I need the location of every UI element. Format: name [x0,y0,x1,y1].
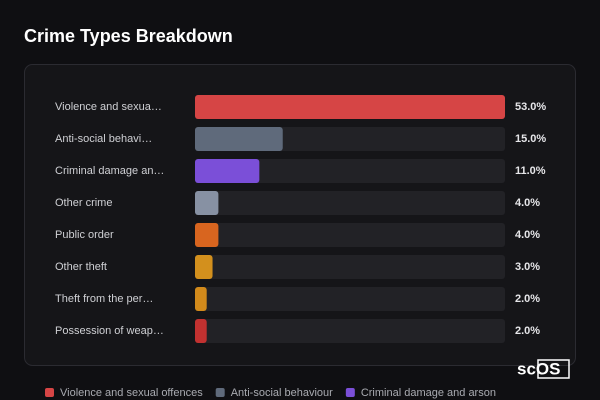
category-label: Other theft [55,261,107,273]
value-label: 53.0% [515,101,546,113]
category-label: Other crime [55,197,112,209]
legend-label: Anti-social behaviour [231,387,333,399]
value-label: 4.0% [515,229,540,241]
value-label: 4.0% [515,197,540,209]
watermark-text: scOS [517,359,560,378]
bar-track [195,319,505,343]
bar-track [195,159,505,183]
value-label: 11.0% [515,165,546,177]
legend-swatch [215,388,225,397]
legend-swatch [345,388,355,397]
chart-title: Crime Types Breakdown [24,26,233,46]
bar-track [195,287,505,311]
bar [195,159,260,183]
category-label: Theft from the per… [55,293,153,305]
bar [195,223,219,247]
legend-label: Violence and sexual offences [60,387,203,399]
bar [195,95,505,119]
category-label: Anti-social behavi… [55,133,152,145]
value-label: 15.0% [515,133,546,145]
value-label: 3.0% [515,261,540,273]
bar-track [195,255,505,279]
bar-track [195,191,505,215]
legend-swatch [45,388,54,397]
category-label: Public order [55,229,114,241]
watermark-box [537,359,570,379]
watermark: scOS [517,359,570,379]
bar-track [195,223,505,247]
value-label: 2.0% [515,325,540,337]
value-label: 2.0% [515,293,540,305]
category-label: Possession of weap… [55,325,164,337]
bar [195,287,207,311]
bar [195,255,213,279]
bar [195,127,283,151]
bar [195,319,207,343]
category-label: Violence and sexua… [55,101,162,113]
bar [195,191,219,215]
legend-label: Criminal damage and arson [361,387,496,399]
category-label: Criminal damage an… [55,165,164,177]
